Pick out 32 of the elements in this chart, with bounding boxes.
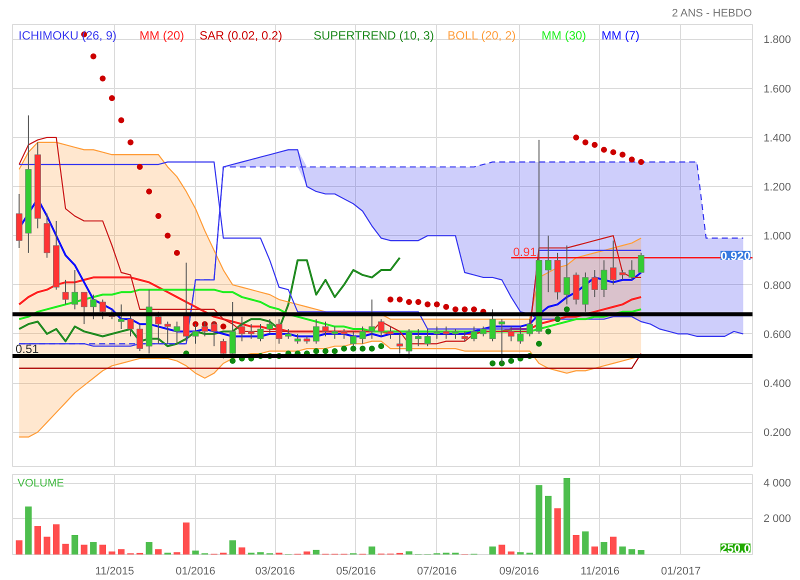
ref-line-label: 0.51 bbox=[16, 342, 40, 356]
x-tick-label: 09/2016 bbox=[499, 566, 539, 578]
y-tick-label: 4 000 bbox=[764, 477, 792, 490]
text: MM (7) bbox=[602, 28, 640, 42]
x-tick-label: 01/2016 bbox=[176, 566, 216, 578]
chart-subtitle: 2 ANS - HEBDO bbox=[672, 8, 752, 20]
y-tick-label: 1.200 bbox=[764, 182, 792, 194]
x-tick-label: 03/2016 bbox=[255, 566, 295, 578]
x-tick-label: 07/2016 bbox=[416, 566, 457, 578]
text: SAR (0.02, 0.2) bbox=[200, 28, 282, 42]
text: MM (30) bbox=[542, 28, 586, 42]
text: ICHIMOKU (26, 9) bbox=[18, 28, 117, 42]
text: MM (20) bbox=[140, 28, 184, 42]
y-tick-label: 0.200 bbox=[764, 427, 792, 440]
y-tick-label: 1.400 bbox=[764, 132, 792, 144]
y-tick-label: 1.600 bbox=[764, 83, 792, 96]
y-tick-label: 0.600 bbox=[764, 328, 792, 341]
text: BOLL (20, 2) bbox=[448, 28, 516, 42]
y-tick-label: 1.000 bbox=[764, 230, 792, 243]
y-tick-label: 1.800 bbox=[764, 34, 792, 46]
x-tick-label: 01/2017 bbox=[661, 566, 701, 578]
chart-title: VOLUME bbox=[18, 478, 64, 490]
y-tick-label: 0.400 bbox=[764, 378, 792, 390]
annotation: 0.920 bbox=[720, 248, 751, 263]
annotation: 250.0 bbox=[720, 542, 751, 556]
annotation: 0.91 bbox=[513, 244, 537, 259]
y-tick-label: 2 000 bbox=[764, 512, 792, 525]
x-tick-label: 11/2016 bbox=[580, 566, 620, 578]
x-tick-label: 11/2015 bbox=[95, 566, 134, 578]
y-tick-label: 0.800 bbox=[764, 280, 792, 292]
x-tick-label: 05/2016 bbox=[336, 566, 376, 578]
text: SUPERTREND (10, 3) bbox=[314, 28, 434, 42]
